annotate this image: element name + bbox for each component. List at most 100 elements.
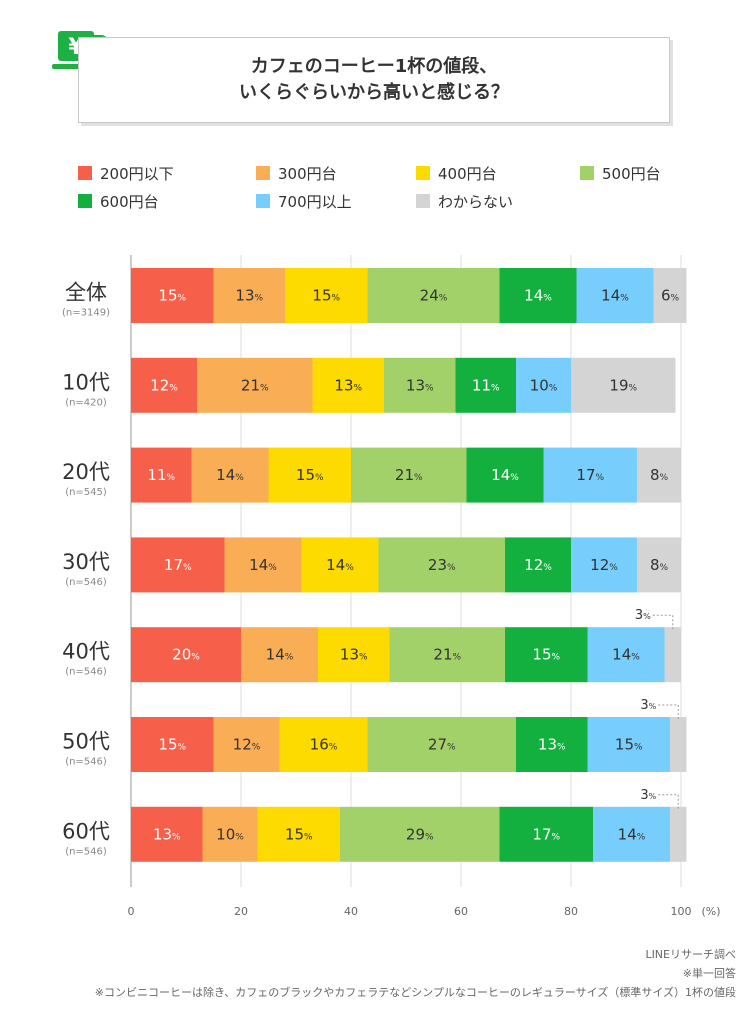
bar-segment [664,627,681,683]
category-label: 60代 [62,819,110,843]
x-axis-unit: (%) [701,905,720,918]
x-tick-label: 0 [128,905,135,918]
legend-label: 300円台 [278,164,337,183]
bar-segment [213,717,280,772]
bar-segment [131,268,214,323]
bar-segment [131,717,214,772]
legend-swatch [416,194,430,208]
bar-segment [213,268,285,323]
chart-title-line-2: いくらぐらいから高いと感じる？ [239,82,509,103]
bar-value-label: 13% [153,825,181,843]
bar-segment [351,447,467,503]
legend-item: 300円台 [256,163,337,183]
bar-value-callout: 3% [635,608,651,623]
bar-value-label: 27% [428,736,456,754]
x-tick-label: 20 [234,905,248,918]
bar-segment [131,447,192,503]
category-label: 30代 [62,550,110,574]
bar-value-label: 15% [532,646,560,664]
legend-item: 700円以上 [256,191,352,211]
legend-item: 200円以下 [78,163,174,183]
bar-segment [576,268,654,323]
bar-segment [499,268,577,323]
bar-segment [241,627,318,683]
bar-value-label: 15% [615,736,643,754]
bar-value-label: 21% [433,646,461,664]
legend-swatch [256,166,270,180]
x-tick-label: 80 [564,905,578,918]
bar-value-label: 17% [164,556,192,574]
bar-segment [131,357,197,413]
bar-value-label: 17% [576,466,604,484]
legend-swatch [256,194,270,208]
bar-value-label: 14% [491,466,519,484]
bar-value-label: 15% [312,287,340,305]
bar-segment [653,268,687,323]
bar-segment [131,806,203,862]
bar-value-label: 12% [590,556,618,574]
bar-value-label: 10% [216,825,244,843]
legend-label: 400円台 [438,164,497,183]
bar-value-label: 6% [661,287,680,305]
bar-value-label: 19% [609,376,637,394]
callout-leader [658,794,679,809]
bar-value-label: 29% [406,825,434,843]
bar-segment [455,357,516,413]
category-label: 40代 [62,640,110,664]
bar-value-label: 14% [612,646,640,664]
category-n-label: (n=546) [65,846,107,857]
legend-swatch [416,166,430,180]
bar-segment [499,806,593,862]
x-tick-label: 60 [454,905,468,918]
bar-value-label: 14% [266,646,294,664]
bar-value-label: 14% [524,287,552,305]
bar-value-label: 17% [532,825,560,843]
bar-value-label: 14% [618,825,646,843]
bar-value-label: 14% [601,287,629,305]
x-tick-label: 40 [344,905,358,918]
bar-segment [516,357,571,413]
bar-segment [285,268,368,323]
bar-segment [516,717,588,772]
bar-segment [191,447,269,503]
bar-value-label: 15% [296,466,324,484]
legend-label: 200円以下 [100,164,174,183]
stacked-bar-chart: 0 20 40 60 80 100 (%) 全体 (n=3149) 15% 13% 15% 24% 14%… [62,255,721,918]
bar-segment [131,537,225,593]
bar-value-label: 13% [406,376,434,394]
bar-segment [224,537,302,593]
bar-value-label: 14% [249,556,277,574]
source-credit: LINEリサーチ調べ [645,948,736,961]
bar-segment [131,627,241,683]
legend-item: 400円台 [416,163,497,183]
bar-segment [505,537,571,593]
bar-value-label: 24% [420,287,448,305]
bar-value-label: 20% [172,646,200,664]
legend-item: わからない [416,191,513,211]
bar-segment [505,627,588,683]
legend-swatch [78,166,92,180]
bar-segment [637,537,681,593]
bar-segment [571,537,637,593]
bar-segment [318,627,390,683]
bar-value-label: 12% [524,556,552,574]
bar-segment [301,537,379,593]
bar-value-label: 15% [158,736,186,754]
chart-title-box: カフェのコーヒー1杯の値段、 いくらぐらいから高いと感じる？ [78,37,670,123]
bar-segment [466,447,544,503]
bar-value-label: 21% [241,376,269,394]
bar-value-label: 13% [334,376,362,394]
category-n-label: (n=546) [65,577,107,588]
callout-leader [658,704,679,719]
bar-segment [197,357,313,413]
legend-label: わからない [438,192,514,211]
bar-segment [367,268,500,323]
bar-segment [279,717,368,772]
bar-segment [389,627,505,683]
bar-segment [257,806,340,862]
bar-value-label: 21% [395,466,423,484]
legend-label: 700円以上 [278,192,352,211]
legend-item: 500円台 [580,163,661,183]
x-tick-label: 100 [671,905,692,918]
category-n-label: (n=420) [65,397,107,408]
